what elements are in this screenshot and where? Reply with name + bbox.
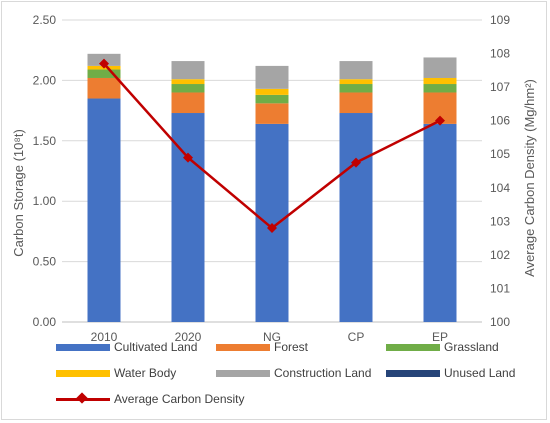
legend-item: Average Carbon Density [56, 392, 245, 406]
bar-segment [87, 77, 121, 99]
legend-swatch [216, 369, 270, 377]
legend-item: Water Body [56, 366, 176, 380]
bar-segment [171, 61, 205, 80]
legend-item: Unused Land [386, 366, 515, 380]
y2-tick-label: 109 [490, 13, 510, 27]
bar-segment [255, 65, 289, 89]
y-tick-label: 0.50 [33, 255, 57, 269]
left-axis-ticks: 0.00 0.50 1.00 1.50 2.00 2.50 [33, 13, 57, 329]
x-tick-label: CP [348, 330, 365, 344]
legend-label: Construction Land [274, 366, 372, 380]
bar-segment [339, 92, 373, 114]
bar-segment [339, 84, 373, 93]
bar-segment [423, 123, 457, 322]
density-point [183, 152, 193, 163]
y2-tick-label: 100 [490, 315, 510, 329]
y-tick-label: 0.00 [33, 315, 57, 329]
x-tick-label: 2010 [91, 330, 118, 344]
legend-label: Grassland [444, 340, 499, 354]
y-axis-title: Carbon Storage (10⁸t) [11, 129, 26, 257]
legend-line-swatch [56, 392, 110, 404]
bar-segment [255, 123, 289, 322]
legend-swatch [56, 343, 110, 351]
y2-tick-label: 104 [490, 181, 510, 195]
legend-label: Cultivated Land [114, 340, 198, 354]
bar-segment [255, 88, 289, 95]
y2-tick-label: 103 [490, 214, 510, 228]
density-point [435, 115, 445, 126]
legend-swatch [216, 343, 270, 351]
bar-stacks [87, 53, 457, 323]
bar-segment [423, 84, 457, 93]
density-point [351, 157, 361, 168]
bar-segment [87, 69, 121, 78]
gridlines [62, 19, 482, 323]
bar-segment [339, 61, 373, 80]
y2-tick-label: 102 [490, 248, 510, 262]
bar-segment [255, 103, 289, 124]
x-tick-label: NG [263, 330, 281, 344]
legend-item: Grassland [386, 340, 499, 354]
legend-item: Cultivated Land [56, 340, 197, 354]
y2-tick-label: 108 [490, 47, 510, 61]
bar-segment [339, 79, 373, 85]
bar-segment [87, 98, 121, 323]
density-point [267, 223, 277, 234]
y2-tick-label: 106 [490, 114, 510, 128]
density-point [99, 58, 109, 69]
bar-segment [171, 92, 205, 114]
bar-segment [171, 113, 205, 323]
right-axis-ticks: 100 101 102 103 104 105 106 107 108 109 [490, 13, 510, 329]
y2-tick-label: 101 [490, 281, 510, 295]
bar-segment [255, 94, 289, 104]
bar-segment [171, 84, 205, 93]
legend-swatch [56, 369, 110, 377]
legend-label: Average Carbon Density [114, 392, 245, 406]
y2-tick-label: 105 [490, 147, 510, 161]
bar-segment [339, 113, 373, 323]
legend-label: Forest [274, 340, 309, 354]
bar-segment [171, 79, 205, 85]
y-tick-label: 1.00 [33, 194, 57, 208]
legend-label: Water Body [114, 366, 177, 380]
y-tick-label: 1.50 [33, 134, 57, 148]
legend-item: Forest [216, 340, 308, 354]
legend-swatch [386, 369, 440, 377]
x-tick-label: 2020 [175, 330, 202, 344]
legend-item: Construction Land [216, 366, 371, 380]
density-line [99, 58, 445, 234]
y-tick-label: 2.50 [33, 13, 57, 27]
bar-segment [423, 57, 457, 78]
y2-tick-label: 107 [490, 80, 510, 94]
y2-axis-title: Average Carbon Density (Mg/hm²) [522, 79, 537, 277]
legend-swatch [386, 343, 440, 351]
bar-segment [423, 77, 457, 85]
x-axis-ticks: 2010 2020 NG CP EP [91, 330, 448, 344]
y-tick-label: 2.00 [33, 73, 57, 87]
legend-label: Unused Land [444, 366, 516, 380]
x-tick-label: EP [432, 330, 448, 344]
